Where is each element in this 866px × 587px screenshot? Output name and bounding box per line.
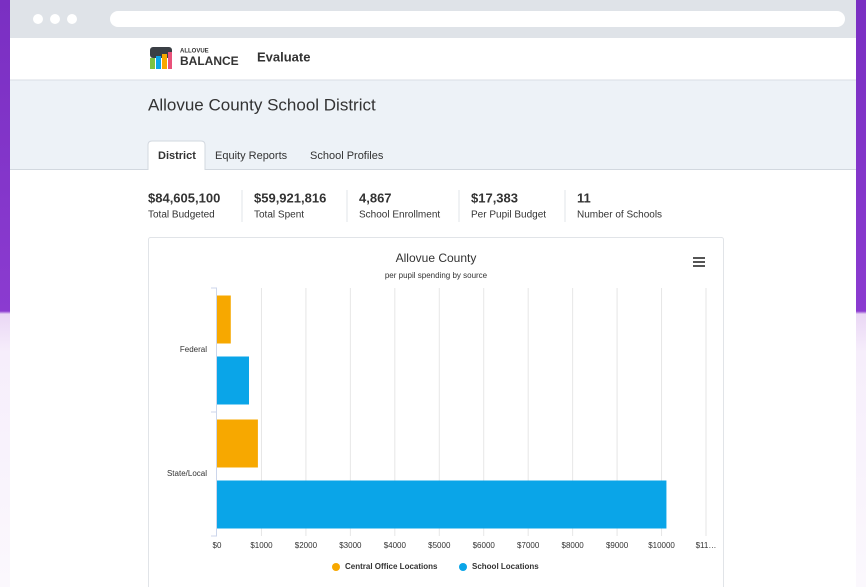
active-tab bbox=[147, 140, 206, 170]
legend-label[interactable]: Central Office Locations bbox=[345, 562, 438, 571]
x-tick-label: $4000 bbox=[384, 541, 407, 550]
logo-big: BALANCE bbox=[180, 54, 239, 68]
address-bar[interactable] bbox=[110, 11, 845, 27]
x-tick-label: $8000 bbox=[562, 541, 585, 550]
nav-link[interactable]: Evaluate bbox=[257, 49, 310, 64]
x-tick-label: $6000 bbox=[473, 541, 496, 550]
legend-marker bbox=[332, 563, 340, 571]
bar bbox=[217, 419, 258, 468]
x-tick-label: $10000 bbox=[648, 541, 675, 550]
x-tick-label: $2000 bbox=[295, 541, 318, 550]
stat-value: $84,605,100 bbox=[148, 190, 220, 205]
x-tick-label: $3000 bbox=[339, 541, 362, 550]
window-dot bbox=[67, 14, 77, 24]
bar bbox=[217, 356, 250, 405]
chart-title: Allovue County bbox=[396, 251, 477, 265]
bar bbox=[217, 480, 667, 529]
stat-label: Number of Schools bbox=[577, 210, 662, 221]
tab[interactable]: School Profiles bbox=[310, 150, 384, 162]
nav-bar bbox=[10, 38, 856, 80]
y-tick-label: State/Local bbox=[167, 469, 207, 478]
x-tick-label: $1000 bbox=[250, 541, 273, 550]
stat-value: $59,921,816 bbox=[254, 190, 326, 205]
tab[interactable]: Equity Reports bbox=[215, 150, 288, 162]
logo-icon bbox=[150, 47, 172, 69]
stat-value: 11 bbox=[577, 190, 591, 205]
x-tick-label: $0 bbox=[213, 541, 222, 550]
page-title: Allovue County School District bbox=[148, 95, 376, 114]
stat-value: 4,867 bbox=[359, 190, 392, 205]
x-tick-label: $7000 bbox=[517, 541, 540, 550]
page-header bbox=[10, 80, 856, 170]
chart-menu[interactable] bbox=[693, 257, 705, 267]
x-tick-label: $5000 bbox=[428, 541, 451, 550]
stat-label: Total Budgeted bbox=[148, 210, 215, 221]
stat-value: $17,383 bbox=[471, 190, 518, 205]
window-dot bbox=[50, 14, 60, 24]
bar bbox=[217, 295, 231, 344]
chart-card bbox=[148, 237, 724, 587]
x-tick-label: $11… bbox=[696, 541, 717, 550]
window-dot bbox=[33, 14, 43, 24]
tab[interactable]: District bbox=[158, 150, 196, 162]
stat-label: Per Pupil Budget bbox=[471, 210, 546, 221]
stat-label: School Enrollment bbox=[359, 210, 440, 221]
y-tick-label: Federal bbox=[180, 345, 207, 354]
legend-marker bbox=[459, 563, 467, 571]
legend-label[interactable]: School Locations bbox=[472, 562, 539, 571]
x-tick-label: $9000 bbox=[606, 541, 629, 550]
chart-subtitle: per pupil spending by source bbox=[385, 271, 488, 280]
logo-small: ALLOVUE bbox=[180, 49, 209, 55]
stat-label: Total Spent bbox=[254, 210, 304, 221]
